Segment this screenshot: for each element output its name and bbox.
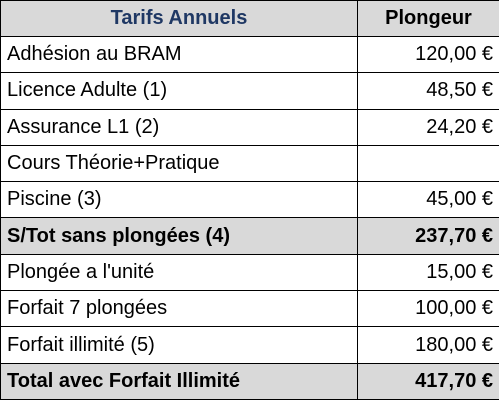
- table-row: Piscine (3) 45,00 €: [0, 181, 499, 219]
- table-row: Adhésion au BRAM 120,00 €: [0, 35, 499, 74]
- row-label: Assurance L1 (2): [0, 108, 358, 146]
- row-value: 15,00 €: [357, 253, 499, 292]
- header-plongeur: Plongeur: [357, 0, 499, 37]
- row-value: 100,00 €: [357, 290, 499, 328]
- total-label: Total avec Forfait Illimité: [0, 362, 358, 400]
- table-row: Plongée a l'unité 15,00 €: [0, 253, 499, 292]
- row-label: Forfait illimité (5): [0, 326, 358, 364]
- row-value: 45,00 €: [357, 181, 499, 219]
- row-value: [357, 144, 499, 183]
- subtotal-label: S/Tot sans plongées (4): [0, 217, 358, 255]
- row-value: 180,00 €: [357, 326, 499, 364]
- subtotal-row: S/Tot sans plongées (4) 237,70 €: [0, 217, 499, 255]
- subtotal-value: 237,70 €: [357, 217, 499, 255]
- row-value: 120,00 €: [357, 35, 499, 74]
- row-label: Cours Théorie+Pratique: [0, 144, 358, 183]
- table-header-row: Tarifs Annuels Plongeur: [0, 0, 499, 37]
- row-value: 24,20 €: [357, 108, 499, 146]
- row-value: 48,50 €: [357, 72, 499, 110]
- table-row: Forfait 7 plongées 100,00 €: [0, 290, 499, 328]
- row-label: Adhésion au BRAM: [0, 35, 358, 74]
- row-label: Piscine (3): [0, 181, 358, 219]
- row-label: Plongée a l'unité: [0, 253, 358, 292]
- table-row: Licence Adulte (1) 48,50 €: [0, 72, 499, 110]
- table-row: Forfait illimité (5) 180,00 €: [0, 326, 499, 364]
- total-row: Total avec Forfait Illimité 417,70 €: [0, 362, 499, 400]
- header-tarifs-annuels: Tarifs Annuels: [0, 0, 358, 37]
- row-label: Forfait 7 plongées: [0, 290, 358, 328]
- table-row: Cours Théorie+Pratique: [0, 144, 499, 183]
- table-row: Assurance L1 (2) 24,20 €: [0, 108, 499, 146]
- total-value: 417,70 €: [357, 362, 499, 400]
- row-label: Licence Adulte (1): [0, 72, 358, 110]
